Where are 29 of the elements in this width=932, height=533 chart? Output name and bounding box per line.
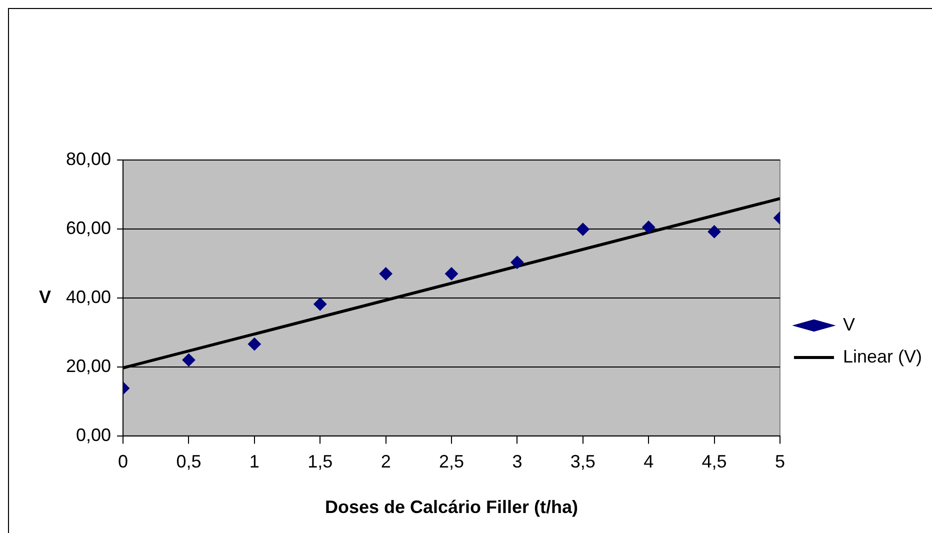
x-tick-label: 0 (118, 452, 128, 472)
point (576, 222, 590, 236)
x-tick-label: 3 (512, 452, 522, 472)
legend-label: V (842, 314, 855, 334)
y-tick-label: 80,00 (66, 148, 112, 169)
x-tick-label: 1 (249, 452, 260, 472)
x-axis-title: Doses de Calcário Filler (t/ha) (324, 497, 578, 518)
point (182, 353, 196, 366)
point (708, 225, 721, 238)
x-tick-label: 4 (644, 452, 654, 472)
x-tick-label: 3,5 (570, 452, 596, 472)
x-tick-label: 2 (380, 452, 391, 472)
legend-label: Linear (V) (842, 346, 922, 366)
point (642, 220, 656, 234)
point (248, 338, 261, 351)
x-tick-label: 0,5 (176, 452, 202, 472)
y-axis-title: V (38, 286, 52, 307)
point (445, 267, 458, 280)
x-tick-label: 5 (774, 452, 785, 472)
y-tick-label: 60,00 (66, 218, 112, 238)
x-tick-label: 4,5 (702, 452, 727, 472)
x-tick-label: 1,5 (308, 452, 333, 472)
y-tick-label: 0,00 (76, 424, 112, 445)
point (510, 256, 524, 269)
x-tick-label: 2,5 (438, 452, 464, 472)
point (379, 267, 392, 280)
y-tick-label: 40,00 (66, 286, 112, 307)
point (314, 298, 327, 311)
y-tick-label: 20,00 (66, 356, 112, 376)
